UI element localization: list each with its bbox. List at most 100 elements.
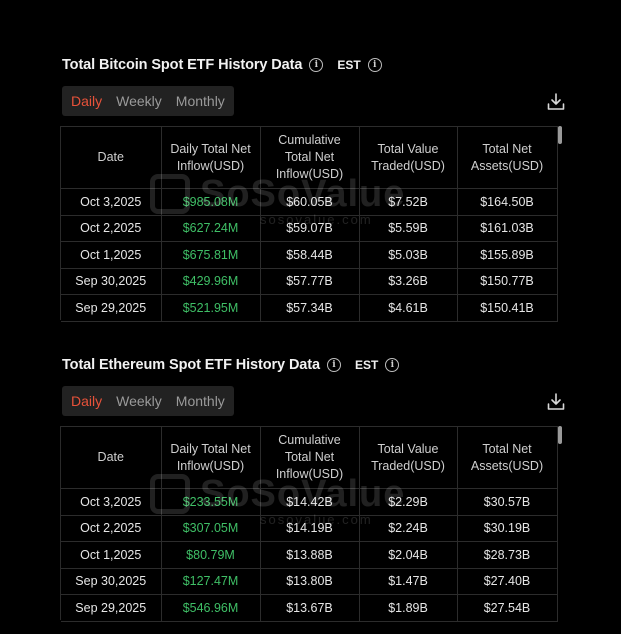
- history-table: Date Daily Total Net Inflow(USD) Cumulat…: [61, 126, 558, 322]
- date-cell: Oct 1,2025: [61, 241, 162, 269]
- table-row: Oct 2,2025 $307.05M $14.19B $2.24B $30.1…: [61, 515, 558, 542]
- history-table-container: Date Daily Total Net Inflow(USD) Cumulat…: [60, 426, 558, 622]
- table-row: Oct 3,2025 $233.55M $14.42B $2.29B $30.5…: [61, 488, 558, 516]
- cumulative-inflow-cell: $57.77B: [260, 268, 360, 295]
- net-assets-cell: $150.77B: [457, 268, 558, 295]
- daily-inflow-cell: $127.47M: [161, 568, 261, 595]
- value-traded-cell: $2.24B: [359, 515, 458, 542]
- tab-weekly[interactable]: Weekly: [116, 93, 162, 109]
- download-icon[interactable]: [546, 92, 566, 112]
- tab-weekly[interactable]: Weekly: [116, 393, 162, 409]
- table-header-row: Date Daily Total Net Inflow(USD) Cumulat…: [61, 126, 558, 189]
- daily-inflow-cell: $675.81M: [161, 241, 261, 269]
- daily-inflow-cell: $546.96M: [161, 594, 261, 622]
- date-cell: Sep 29,2025: [61, 294, 162, 322]
- value-traded-cell: $1.89B: [359, 594, 458, 622]
- btc-etf-panel: Total Bitcoin Spot ETF History Data i ES…: [60, 44, 566, 322]
- panel-header: Total Bitcoin Spot ETF History Data i ES…: [62, 54, 382, 76]
- column-header-cumulative-inflow[interactable]: Cumulative Total Net Inflow(USD): [260, 426, 360, 489]
- cumulative-inflow-cell: $14.19B: [260, 515, 360, 542]
- table-header-row: Date Daily Total Net Inflow(USD) Cumulat…: [61, 426, 558, 489]
- value-traded-cell: $1.47B: [359, 568, 458, 595]
- net-assets-cell: $27.40B: [457, 568, 558, 595]
- value-traded-cell: $5.03B: [359, 241, 458, 269]
- table-row: Oct 1,2025 $675.81M $58.44B $5.03B $155.…: [61, 241, 558, 269]
- table-row: Oct 1,2025 $80.79M $13.88B $2.04B $28.73…: [61, 541, 558, 569]
- period-tabs: Daily Weekly Monthly: [62, 386, 234, 416]
- net-assets-cell: $161.03B: [457, 215, 558, 242]
- date-cell: Sep 29,2025: [61, 594, 162, 622]
- timezone-label: EST: [354, 358, 379, 372]
- value-traded-cell: $3.26B: [359, 268, 458, 295]
- daily-inflow-cell: $80.79M: [161, 541, 261, 569]
- info-icon[interactable]: i: [326, 358, 341, 372]
- daily-inflow-cell: $985.08M: [161, 188, 261, 216]
- date-cell: Sep 30,2025: [61, 568, 162, 595]
- date-cell: Sep 30,2025: [61, 268, 162, 295]
- column-header-date[interactable]: Date: [61, 426, 162, 489]
- table-row: Sep 30,2025 $429.96M $57.77B $3.26B $150…: [61, 268, 558, 295]
- date-cell: Oct 3,2025: [61, 488, 162, 516]
- column-header-date[interactable]: Date: [61, 126, 162, 189]
- value-traded-cell: $7.52B: [359, 188, 458, 216]
- cumulative-inflow-cell: $13.88B: [260, 541, 360, 569]
- daily-inflow-cell: $521.95M: [161, 294, 261, 322]
- net-assets-cell: $164.50B: [457, 188, 558, 216]
- net-assets-cell: $28.73B: [457, 541, 558, 569]
- value-traded-cell: $2.04B: [359, 541, 458, 569]
- column-header-daily-inflow[interactable]: Daily Total Net Inflow(USD): [161, 426, 261, 489]
- daily-inflow-cell: $627.24M: [161, 215, 261, 242]
- date-cell: Oct 1,2025: [61, 541, 162, 569]
- column-header-daily-inflow[interactable]: Daily Total Net Inflow(USD): [161, 126, 261, 189]
- value-traded-cell: $2.29B: [359, 488, 458, 516]
- table-row: Sep 30,2025 $127.47M $13.80B $1.47B $27.…: [61, 568, 558, 595]
- column-header-cumulative-inflow[interactable]: Cumulative Total Net Inflow(USD): [260, 126, 360, 189]
- cumulative-inflow-cell: $13.67B: [260, 594, 360, 622]
- cumulative-inflow-cell: $14.42B: [260, 488, 360, 516]
- column-header-value-traded[interactable]: Total Value Traded(USD): [359, 126, 458, 189]
- date-cell: Oct 2,2025: [61, 515, 162, 542]
- info-icon[interactable]: i: [309, 58, 324, 72]
- panel-title: Total Bitcoin Spot ETF History Data: [62, 57, 303, 73]
- cumulative-inflow-cell: $13.80B: [260, 568, 360, 595]
- net-assets-cell: $30.57B: [457, 488, 558, 516]
- eth-etf-panel: Total Ethereum Spot ETF History Data i E…: [60, 344, 566, 622]
- date-cell: Oct 2,2025: [61, 215, 162, 242]
- net-assets-cell: $155.89B: [457, 241, 558, 269]
- net-assets-cell: $30.19B: [457, 515, 558, 542]
- table-row: Oct 2,2025 $627.24M $59.07B $5.59B $161.…: [61, 215, 558, 242]
- tab-daily[interactable]: Daily: [71, 393, 103, 409]
- tab-daily[interactable]: Daily: [71, 93, 103, 109]
- tab-monthly[interactable]: Monthly: [175, 393, 225, 409]
- history-table-container: Date Daily Total Net Inflow(USD) Cumulat…: [60, 126, 558, 322]
- column-header-net-assets[interactable]: Total Net Assets(USD): [457, 426, 558, 489]
- table-row: Oct 3,2025 $985.08M $60.05B $7.52B $164.…: [61, 188, 558, 216]
- net-assets-cell: $27.54B: [457, 594, 558, 622]
- daily-inflow-cell: $233.55M: [161, 488, 261, 516]
- value-traded-cell: $5.59B: [359, 215, 458, 242]
- column-header-net-assets[interactable]: Total Net Assets(USD): [457, 126, 558, 189]
- history-table: Date Daily Total Net Inflow(USD) Cumulat…: [61, 426, 558, 622]
- period-tabs: Daily Weekly Monthly: [62, 86, 234, 116]
- cumulative-inflow-cell: $59.07B: [260, 215, 360, 242]
- daily-inflow-cell: $429.96M: [161, 268, 261, 295]
- net-assets-cell: $150.41B: [457, 294, 558, 322]
- column-header-value-traded[interactable]: Total Value Traded(USD): [359, 426, 458, 489]
- cumulative-inflow-cell: $58.44B: [260, 241, 360, 269]
- tab-monthly[interactable]: Monthly: [175, 93, 225, 109]
- panel-header: Total Ethereum Spot ETF History Data i E…: [62, 354, 400, 376]
- info-icon[interactable]: i: [367, 58, 382, 72]
- panel-title: Total Ethereum Spot ETF History Data: [62, 357, 320, 373]
- timezone-label: EST: [337, 58, 361, 72]
- table-row: Sep 29,2025 $521.95M $57.34B $4.61B $150…: [61, 294, 558, 322]
- table-scrollbar[interactable]: [558, 126, 562, 144]
- download-icon[interactable]: [546, 392, 566, 412]
- info-icon[interactable]: i: [385, 358, 400, 372]
- date-cell: Oct 3,2025: [61, 188, 162, 216]
- table-row: Sep 29,2025 $546.96M $13.67B $1.89B $27.…: [61, 594, 558, 622]
- cumulative-inflow-cell: $57.34B: [260, 294, 360, 322]
- daily-inflow-cell: $307.05M: [161, 515, 261, 542]
- value-traded-cell: $4.61B: [359, 294, 458, 322]
- cumulative-inflow-cell: $60.05B: [260, 188, 360, 216]
- table-scrollbar[interactable]: [558, 426, 562, 444]
